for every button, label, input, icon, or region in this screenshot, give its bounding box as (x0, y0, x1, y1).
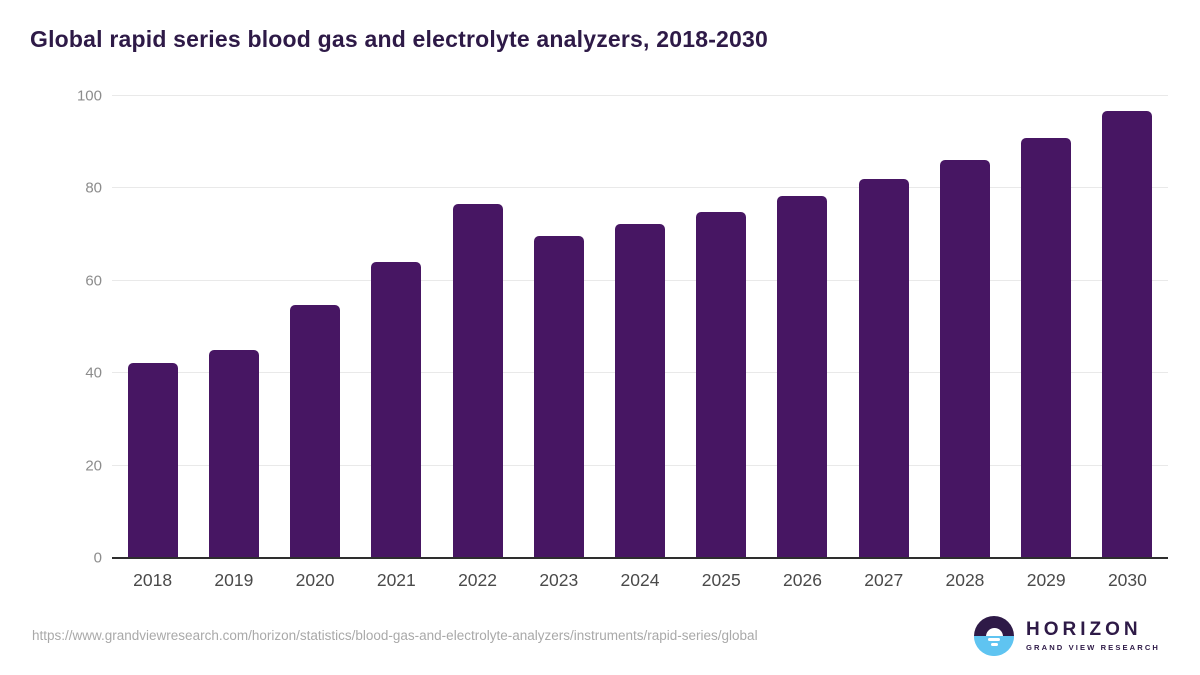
page-title: Global rapid series blood gas and electr… (30, 26, 769, 52)
bar-slot (193, 96, 274, 558)
x-axis-ticks: 2018 2019 2020 2021 2022 2023 2024 2025 2026 2027… (112, 570, 1168, 591)
x-axis-tick-label: 2021 (376, 570, 416, 590)
bar-slot (112, 96, 193, 558)
logo-reflection-line (988, 638, 1001, 641)
y-axis-tick-label: 40 (85, 364, 102, 382)
y-axis-tick-label: 0 (93, 549, 102, 567)
bar-slot (762, 96, 843, 558)
bar-slot (1087, 96, 1168, 558)
y-axis-ticks: 0 20 40 60 80 100 (40, 88, 102, 567)
bar (696, 211, 747, 558)
bar (1021, 137, 1072, 558)
horizon-sun-icon (974, 616, 1015, 656)
bar-slot (1006, 96, 1087, 558)
bar (858, 179, 909, 558)
bar (939, 159, 990, 558)
x-axis-tick-label: 2025 (701, 570, 741, 590)
x-axis-tick-label: 2023 (539, 570, 579, 590)
bar-slot (681, 96, 762, 558)
x-axis-tick-label: 2020 (295, 570, 335, 590)
bar-slot (518, 96, 599, 558)
x-axis-tick-label: 2022 (458, 570, 498, 590)
bar (1102, 111, 1153, 558)
bar (615, 223, 666, 558)
x-axis-tick-label: 2029 (1026, 570, 1066, 590)
gridline (112, 187, 1168, 189)
horizon-logo: HORIZON GRAND VIEW RESEARCH (974, 616, 1160, 656)
logo-sky-half (974, 616, 1015, 636)
x-axis-tick-label: 2018 (133, 570, 173, 590)
bar (452, 203, 503, 558)
y-axis-tick-label: 60 (85, 272, 102, 290)
logo-title: HORIZON (1026, 619, 1142, 641)
bar (533, 236, 584, 558)
x-axis-tick-label: 2027 (864, 570, 904, 590)
source-url: https://www.grandviewresearch.com/horizo… (32, 628, 758, 643)
x-axis-tick-label: 2028 (945, 570, 985, 590)
x-axis-tick-label: 2019 (214, 570, 254, 590)
bar-series (112, 96, 1168, 558)
x-axis-tick-label: 2030 (1107, 570, 1147, 590)
bar-slot (843, 96, 924, 558)
y-axis-tick-label: 80 (85, 179, 102, 197)
bar (371, 262, 422, 558)
y-axis-tick-label: 100 (76, 87, 102, 105)
x-axis-tick-label: 2024 (620, 570, 660, 590)
bar (127, 362, 178, 558)
bar-slot (356, 96, 437, 558)
bar-slot (437, 96, 518, 558)
logo-sea-cover (974, 636, 1015, 656)
logo-subtitle: GRAND VIEW RESEARCH (1026, 642, 1160, 652)
logo-text: HORIZON GRAND VIEW RESEARCH (1026, 619, 1160, 652)
y-axis-tick-label: 20 (85, 457, 102, 475)
gridline (112, 95, 1168, 96)
x-axis-line (112, 557, 1168, 559)
bar-slot (274, 96, 355, 558)
x-axis-tick-label: 2026 (783, 570, 822, 590)
plot-area (112, 95, 1168, 559)
bar (208, 350, 259, 558)
logo-reflection-line (990, 643, 998, 646)
bar-slot (599, 96, 680, 558)
bar (777, 196, 828, 558)
bar (290, 305, 341, 558)
bar-slot (924, 96, 1005, 558)
